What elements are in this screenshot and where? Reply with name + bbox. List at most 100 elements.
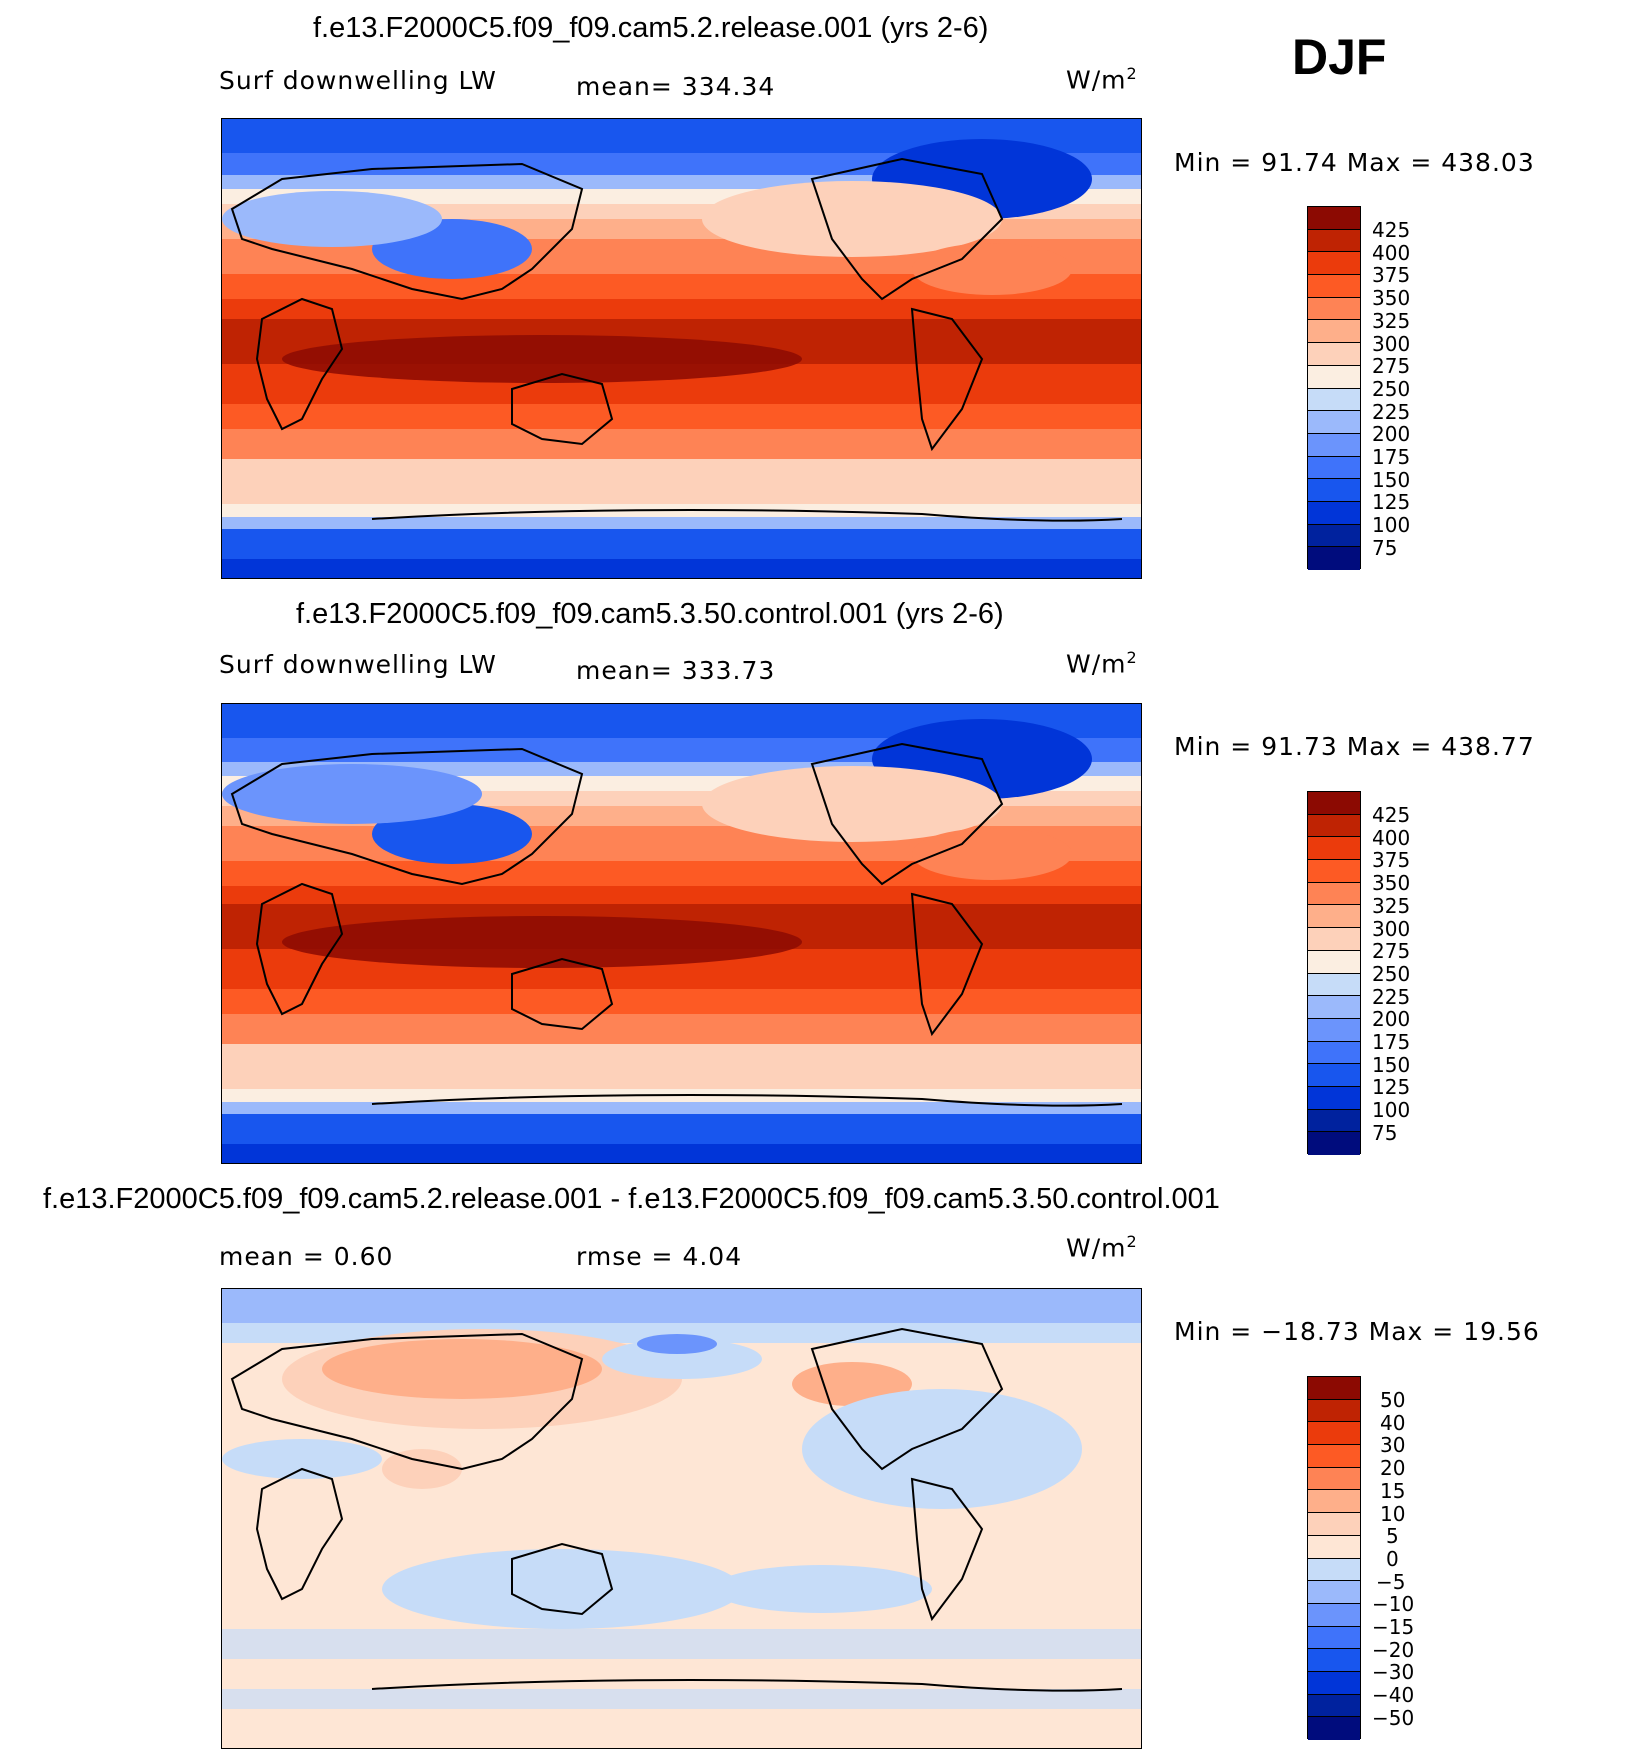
panel-1-mean-label: mean= 334.34 [576, 72, 776, 101]
colorbar-tick-label: 150 [1372, 1052, 1411, 1077]
colorbar-tick-label: 300 [1372, 331, 1411, 356]
panel-1-colorbar [1307, 206, 1361, 570]
colorbar-tick-label: 350 [1372, 871, 1411, 896]
panel-3-colorbar-swatch [1308, 1513, 1360, 1536]
colorbar-tick-label: 15 [1380, 1478, 1406, 1503]
panel-1-field [222, 119, 1141, 578]
panel-1-title: f.e13.F2000C5.f09_f09.cam5.2.release.001… [313, 12, 989, 44]
colorbar-tick-label: 50 [1380, 1388, 1406, 1412]
panel-1-colorbar-swatch [1308, 207, 1360, 230]
colorbar-tick-label: 100 [1372, 1098, 1411, 1123]
panel-1-colorbar-swatch [1308, 275, 1360, 298]
colorbar-tick-label: 75 [1372, 1120, 1398, 1145]
colorbar-tick-label: 150 [1372, 467, 1411, 492]
colorbar-tick-label: 350 [1372, 286, 1411, 311]
panel-2-colorbar-swatch [1308, 1086, 1360, 1110]
colorbar-tick-label: 400 [1372, 825, 1411, 850]
panel-3-colorbar-swatch [1308, 1467, 1360, 1491]
panel-1-colorbar-swatch [1308, 456, 1360, 480]
panel-1-colorbar-swatch [1308, 479, 1360, 502]
colorbar-tick-label: 40 [1380, 1410, 1406, 1435]
panel-1-coastlines [230, 157, 1123, 522]
colorbar-tick-label: 375 [1372, 848, 1411, 873]
colorbar-tick-label: 275 [1372, 354, 1411, 379]
panel-2-colorbar-swatch [1308, 996, 1360, 1019]
colorbar-tick-label: 75 [1372, 535, 1398, 560]
colorbar-tick-label: 0 [1386, 1546, 1399, 1571]
colorbar-tick-label: 375 [1372, 263, 1411, 288]
colorbar-tick-label: 250 [1372, 961, 1411, 986]
panel-2-colorbar-swatch [1308, 950, 1360, 974]
panel-2-variable-label: Surf downwelling LW [219, 650, 497, 679]
panel-1-colorbar-swatch [1308, 229, 1360, 253]
panel-2-units: W/m2 [1066, 648, 1138, 679]
panel-1-colorbar-swatch [1308, 365, 1360, 389]
colorbar-tick-label: 325 [1372, 308, 1411, 333]
colorbar-tick-label: 275 [1372, 939, 1411, 964]
panel-3-field [222, 1289, 1141, 1748]
panel-1-colorbar-swatch [1308, 343, 1360, 366]
panel-1-colorbar-swatch [1308, 320, 1360, 344]
colorbar-tick-label: 400 [1372, 240, 1411, 265]
panel-3-coastlines [230, 1327, 1123, 1692]
panel-1-minmax: Min = 91.74 Max = 438.03 [1174, 148, 1535, 177]
colorbar-tick-label: 300 [1372, 916, 1411, 941]
panel-3-map [221, 1288, 1142, 1749]
panel-1-colorbar-swatch [1308, 433, 1360, 457]
colorbar-tick-label: −50 [1372, 1705, 1415, 1730]
panel-3-colorbar-swatch [1308, 1649, 1360, 1672]
colorbar-tick-label: −5 [1376, 1569, 1406, 1594]
panel-1-colorbar-swatch [1308, 547, 1360, 570]
panel-3-units: W/m2 [1066, 1232, 1138, 1263]
colorbar-tick-label: 250 [1372, 376, 1411, 401]
colorbar-tick-label: 425 [1372, 218, 1411, 242]
panel-3-colorbar-swatch [1308, 1694, 1360, 1718]
colorbar-tick-label: −20 [1372, 1637, 1415, 1662]
panel-2-colorbar [1307, 791, 1361, 1155]
colorbar-tick-label: 100 [1372, 513, 1411, 538]
colorbar-tick-label: 125 [1372, 490, 1411, 515]
colorbar-tick-label: 5 [1386, 1524, 1399, 1549]
panel-1-colorbar-swatch [1308, 501, 1360, 525]
panel-2-colorbar-swatch [1308, 860, 1360, 883]
panel-2-colorbar-swatch [1308, 792, 1360, 815]
panel-2-minmax: Min = 91.73 Max = 438.77 [1174, 732, 1535, 761]
colorbar-tick-label: 10 [1380, 1501, 1406, 1526]
panel-1-colorbar-swatch [1308, 388, 1360, 412]
colorbar-tick-label: 175 [1372, 445, 1411, 469]
colorbar-tick-label: 425 [1372, 803, 1411, 827]
panel-2-colorbar-swatch [1308, 905, 1360, 929]
panel-3-colorbar-swatch [1308, 1535, 1360, 1559]
colorbar-tick-label: −30 [1372, 1660, 1415, 1685]
panel-3-colorbar-swatch [1308, 1671, 1360, 1695]
colorbar-tick-label: 200 [1372, 422, 1411, 447]
colorbar-tick-label: 20 [1380, 1456, 1406, 1481]
colorbar-tick-label: −40 [1372, 1683, 1415, 1708]
colorbar-tick-label: 225 [1372, 984, 1411, 1009]
colorbar-tick-label: 225 [1372, 399, 1411, 424]
colorbar-tick-label: −10 [1372, 1592, 1415, 1617]
panel-2-colorbar-swatch [1308, 814, 1360, 838]
panel-1-colorbar-swatch [1308, 252, 1360, 276]
colorbar-tick-label: 200 [1372, 1007, 1411, 1032]
panel-2-colorbar-swatch [1308, 1132, 1360, 1155]
panel-3-rmse-label: rmse = 4.04 [576, 1242, 743, 1271]
panel-3-colorbar-swatch [1308, 1422, 1360, 1446]
panel-2-title: f.e13.F2000C5.f09_f09.cam5.3.50.control.… [296, 598, 1004, 630]
panel-1-colorbar-swatch [1308, 524, 1360, 548]
panel-3-colorbar-swatch [1308, 1717, 1360, 1740]
panel-3-colorbar-swatch [1308, 1445, 1360, 1468]
panel-3-title: f.e13.F2000C5.f09_f09.cam5.2.release.001… [43, 1183, 1220, 1215]
colorbar-tick-label: 125 [1372, 1075, 1411, 1100]
panel-3-colorbar-swatch [1308, 1558, 1360, 1582]
panel-3-colorbar-swatch [1308, 1490, 1360, 1514]
panel-1-units: W/m2 [1066, 64, 1138, 95]
panel-3-colorbar-swatch [1308, 1399, 1360, 1423]
panel-2-colorbar-swatch [1308, 1109, 1360, 1133]
colorbar-tick-label: 325 [1372, 893, 1411, 918]
panel-2-colorbar-swatch [1308, 928, 1360, 951]
panel-2-colorbar-swatch [1308, 1041, 1360, 1065]
panel-1-map [221, 118, 1142, 579]
panel-1-variable-label: Surf downwelling LW [219, 66, 497, 95]
colorbar-tick-label: 30 [1380, 1433, 1406, 1458]
